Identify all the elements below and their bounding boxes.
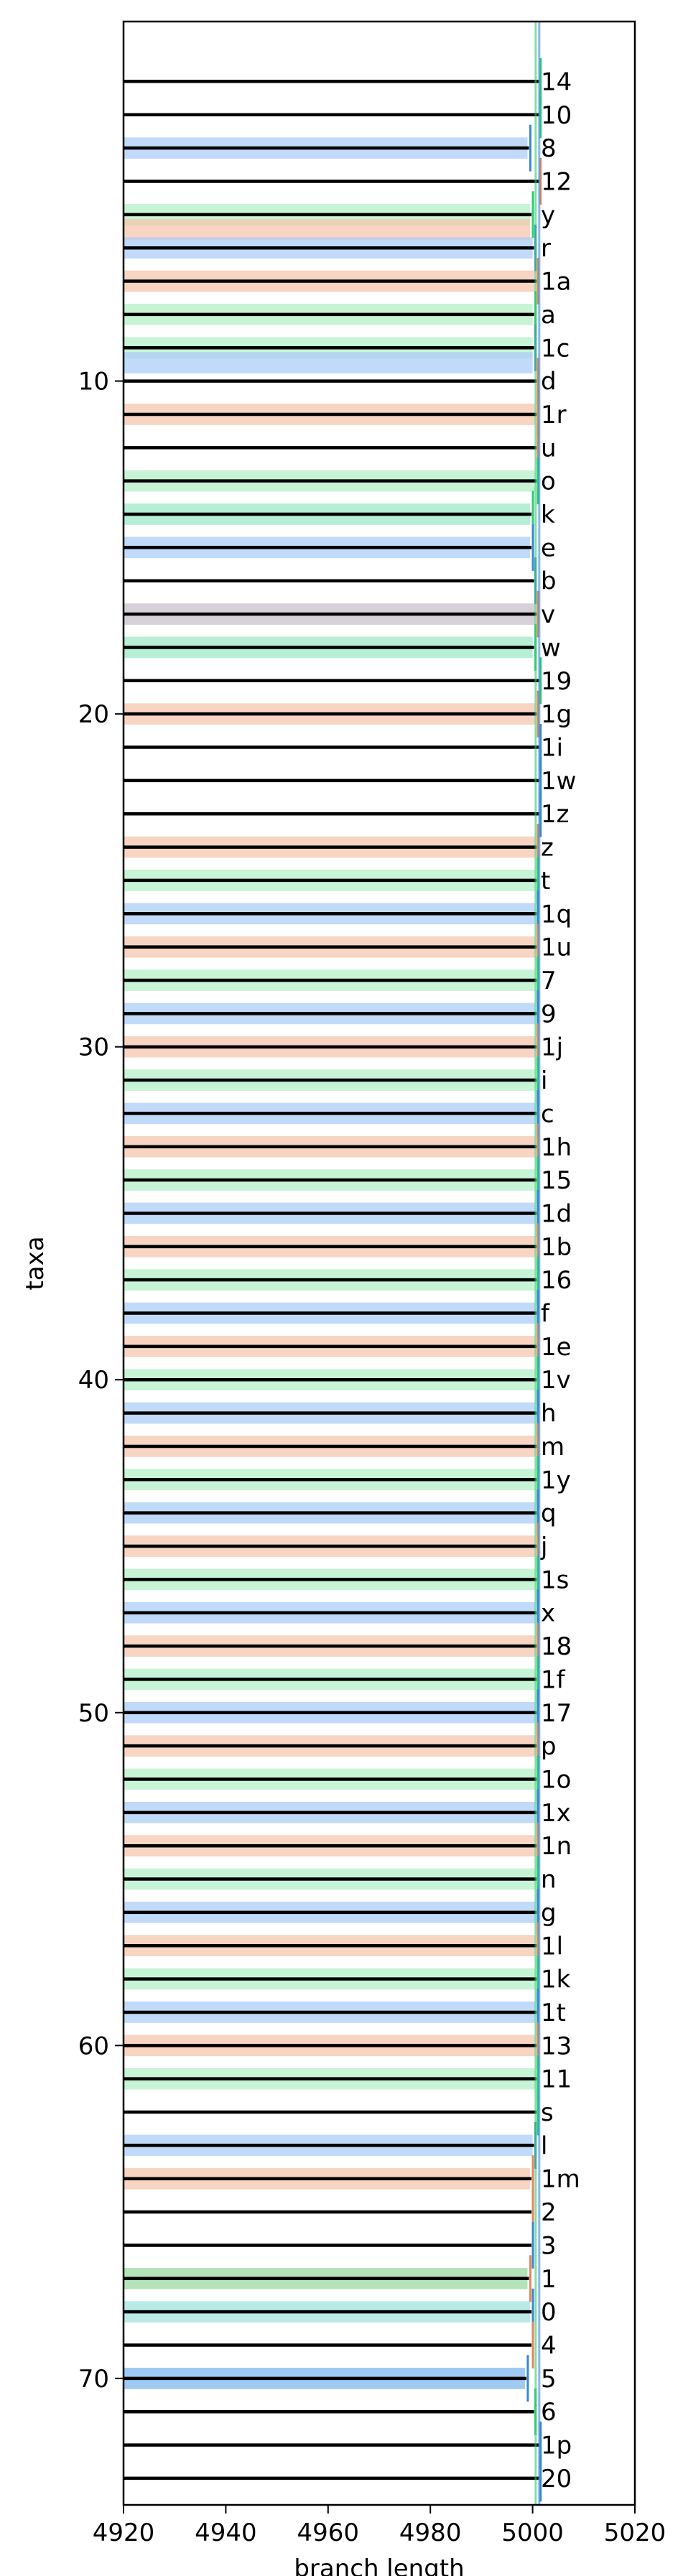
taxon-label: 1b	[541, 1233, 572, 1262]
highlight-bands	[124, 137, 536, 2389]
taxon-label: f	[541, 1300, 550, 1329]
taxon-label: 0	[541, 2298, 557, 2327]
taxon-label: 16	[541, 1266, 572, 1295]
y-tick-label: 10	[78, 368, 109, 396]
taxon-label: 1e	[541, 1333, 572, 1362]
taxon-label: s	[541, 2098, 554, 2127]
taxon-label: 10	[541, 101, 572, 130]
taxon-label: d	[541, 368, 557, 396]
taxon-label: 1s	[541, 1566, 569, 1594]
taxon-label: y	[541, 201, 555, 230]
branch-end-markers	[526, 22, 542, 2505]
taxon-label: 13	[541, 2032, 572, 2060]
y-tick-label: 40	[78, 1366, 109, 1395]
taxon-label: u	[541, 434, 557, 462]
taxon-label: 1g	[541, 700, 572, 729]
band-extra-5	[124, 218, 531, 241]
y-tick-label: 20	[78, 700, 109, 729]
taxon-label: 11	[541, 2065, 572, 2094]
taxon-label: 6	[541, 2398, 557, 2427]
x-tick-label: 4960	[297, 2519, 360, 2547]
taxon-label: 1y	[541, 1466, 571, 1494]
taxon-label: e	[541, 534, 556, 562]
taxon-label: 19	[541, 667, 572, 696]
taxon-label: 17	[541, 1699, 572, 1728]
taxon-label: 3	[541, 2231, 557, 2260]
x-tick-label: 5020	[604, 2519, 666, 2547]
taxon-label: 1u	[541, 934, 572, 962]
taxon-label: 1	[541, 2265, 557, 2294]
taxon-label: 1i	[541, 734, 563, 763]
taxon-label: 1k	[541, 1966, 571, 1994]
taxon-label: h	[541, 1400, 557, 1428]
taxon-label: 1l	[541, 1932, 563, 1961]
taxon-label: l	[541, 2131, 547, 2160]
taxon-label: 1p	[541, 2432, 572, 2460]
taxon-labels: 1410812yr1aa1cd1ruokebvw191g1i1w1zzt1q1u…	[540, 68, 580, 2493]
taxon-label: p	[541, 1732, 557, 1761]
taxon-label: 7	[541, 967, 557, 995]
taxon-label: 9	[541, 1000, 557, 1028]
y-tick-label: 30	[78, 1033, 109, 1062]
taxon-label: k	[541, 501, 555, 529]
taxon-label: q	[541, 1499, 557, 1528]
x-axis-ticks: 4920 4940 4960 4980 5000 5020	[93, 2505, 666, 2547]
taxon-label: 1f	[541, 1665, 566, 1694]
taxon-label: 1q	[541, 900, 572, 929]
taxon-label: 1v	[541, 1366, 571, 1395]
taxon-label: 1d	[541, 1199, 572, 1228]
taxon-label: r	[541, 234, 551, 263]
taxon-label: g	[541, 1899, 557, 1928]
taxon-label: o	[541, 468, 556, 496]
taxon-label: 1n	[541, 1832, 572, 1861]
taxon-label: 1w	[541, 767, 576, 796]
taxon-label: z	[541, 834, 554, 862]
taxon-label: 1r	[541, 401, 567, 429]
x-tick-label: 5000	[501, 2519, 564, 2547]
taxon-label: m	[541, 1433, 564, 1461]
taxon-label: 8	[541, 134, 557, 163]
taxon-label: i	[541, 1066, 547, 1095]
taxon-label: 15	[541, 1166, 572, 1195]
taxon-label: 20	[541, 2465, 572, 2493]
taxon-label: 4	[541, 2332, 557, 2361]
taxon-label: t	[541, 867, 550, 896]
y-tick-label: 50	[78, 1699, 109, 1728]
taxon-label: 14	[541, 68, 572, 96]
taxon-label: 1x	[541, 1799, 571, 1828]
taxon-label: 1t	[541, 1999, 566, 2027]
x-tick-label: 4980	[399, 2519, 462, 2547]
taxon-label: j	[540, 1533, 547, 1561]
taxon-label: 5	[541, 2365, 557, 2394]
taxon-label: w	[541, 633, 561, 662]
y-axis-ticks: 10 20 30 40 50 60 70	[78, 368, 124, 2394]
taxon-label: a	[541, 301, 556, 330]
taxon-label: 12	[541, 167, 572, 196]
taxon-label: 1a	[541, 268, 571, 297]
taxon-label: v	[541, 600, 555, 629]
taxon-label: 1j	[541, 1033, 563, 1062]
y-axis-title: taxa	[21, 1236, 50, 1290]
band-extra-10	[124, 352, 533, 373]
taxon-label: x	[541, 1599, 555, 1628]
branch-lines	[124, 80, 539, 2480]
x-axis-title: branch length	[294, 2554, 464, 2576]
plot-frame	[122, 20, 636, 2506]
taxon-label: 2	[541, 2198, 557, 2227]
taxon-label: 1o	[541, 1765, 571, 1794]
x-tick-label: 4920	[93, 2519, 155, 2547]
taxon-label: 1m	[541, 2165, 580, 2194]
taxon-label: 1h	[541, 1133, 572, 1162]
taxon-label: b	[541, 567, 557, 596]
taxon-label: 18	[541, 1632, 572, 1661]
taxon-label: 1c	[541, 334, 570, 363]
y-tick-label: 70	[78, 2365, 109, 2394]
taxon-label: c	[541, 1099, 554, 1128]
taxon-label: 1z	[541, 800, 569, 829]
y-tick-label: 60	[78, 2032, 109, 2060]
taxon-label: n	[541, 1866, 557, 1894]
x-tick-label: 4940	[195, 2519, 257, 2547]
